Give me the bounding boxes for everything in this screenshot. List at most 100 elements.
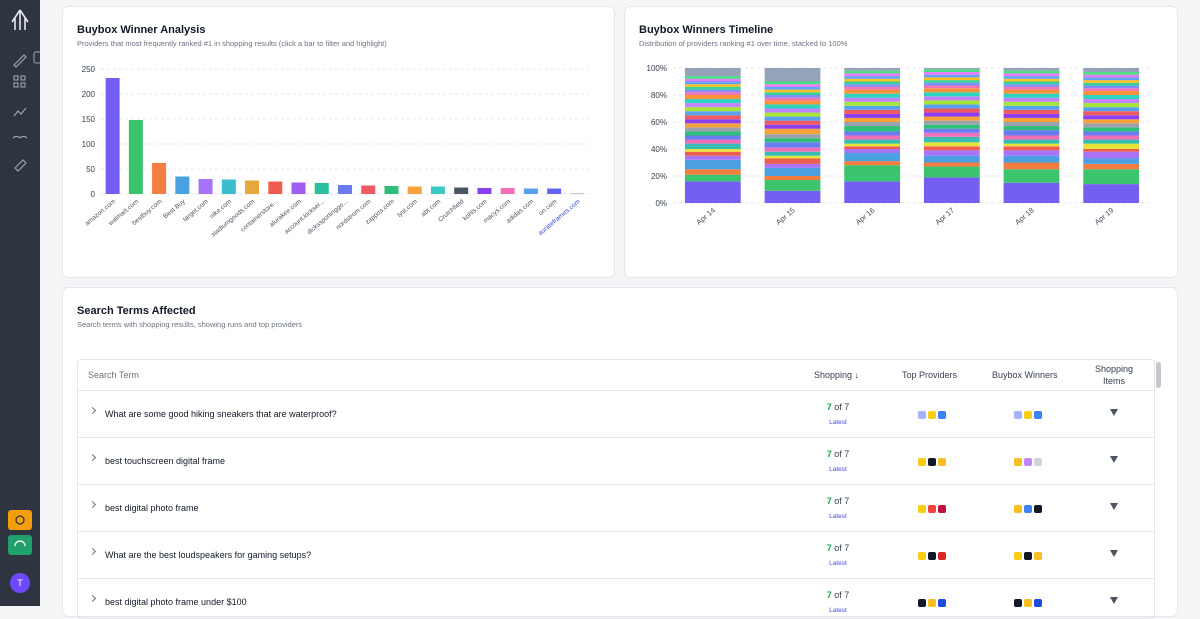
bar[interactable] <box>407 186 422 195</box>
scrollbar[interactable] <box>1156 362 1161 388</box>
column-header[interactable]: Shopping ↓ <box>814 370 860 380</box>
bar-segment <box>684 143 741 149</box>
filter-button[interactable] <box>1110 550 1118 557</box>
bar-segment <box>1003 150 1060 156</box>
bar-segment <box>684 89 741 93</box>
nav-dashboard[interactable] <box>13 75 26 88</box>
x-tick-label: stadiumgoods.com <box>210 198 256 238</box>
support-icon <box>14 540 26 547</box>
provider-icon <box>918 551 926 560</box>
bar-segment <box>764 116 821 121</box>
nav-trends[interactable] <box>13 107 27 117</box>
nav-tags[interactable] <box>14 159 27 172</box>
bar-segment <box>764 104 821 109</box>
bar-segment <box>764 142 821 148</box>
expand-chevron[interactable] <box>88 453 97 462</box>
bar-segment <box>1003 70 1060 74</box>
bar[interactable] <box>221 179 236 195</box>
expand-chevron[interactable] <box>88 500 97 509</box>
bar-segment <box>1003 139 1060 144</box>
filter-button[interactable] <box>1110 456 1118 463</box>
bar[interactable] <box>547 188 562 195</box>
bar-segment <box>844 70 901 74</box>
bar-segment <box>684 115 741 120</box>
provider-icon <box>928 551 936 560</box>
bar-segment <box>684 99 741 104</box>
bar-segment <box>1083 90 1140 95</box>
bar[interactable] <box>152 163 167 194</box>
bar-segment <box>1003 81 1060 85</box>
provider-icon <box>918 504 926 513</box>
bar[interactable] <box>314 183 329 194</box>
bar[interactable] <box>570 193 585 194</box>
run-total: of 7 <box>834 449 850 459</box>
bar[interactable] <box>454 187 469 195</box>
bar[interactable] <box>128 120 143 194</box>
nav-users[interactable] <box>12 135 28 139</box>
search-term: best digital photo frame <box>105 503 199 513</box>
bar-segment <box>1083 77 1140 81</box>
bar-segment <box>923 96 980 101</box>
avatar[interactable] <box>10 573 30 593</box>
bar-segment <box>1003 109 1060 114</box>
bar-segment <box>923 77 980 81</box>
provider-icon <box>1034 410 1042 419</box>
bar-segment <box>684 86 741 90</box>
bar[interactable] <box>268 181 283 195</box>
bar-segment <box>923 136 980 143</box>
bar-segment <box>844 113 901 118</box>
bar[interactable] <box>500 188 515 194</box>
top-providers <box>902 409 962 419</box>
bar[interactable] <box>105 78 120 194</box>
collapse-toggle[interactable] <box>33 51 46 64</box>
bar[interactable] <box>361 185 376 195</box>
bar-segment <box>1003 105 1060 110</box>
column-header: Buybox Winners <box>992 370 1058 380</box>
run-status: Latest <box>829 607 847 614</box>
bar-segment <box>844 78 901 82</box>
buybox-winners <box>998 503 1058 513</box>
provider-icon <box>928 598 936 607</box>
bar[interactable] <box>245 180 260 195</box>
expand-chevron[interactable] <box>88 547 97 556</box>
bar-segment <box>844 149 901 154</box>
run-status: Latest <box>829 560 847 567</box>
bar[interactable] <box>291 182 306 195</box>
provider-icon <box>1014 598 1022 607</box>
terms-card: Search Terms Affected Search terms with … <box>62 287 1178 619</box>
x-tick-label: dickssportinggo... <box>306 198 349 236</box>
provider-icon <box>938 551 946 560</box>
bug-button[interactable] <box>8 510 32 530</box>
bar-segment <box>764 81 821 85</box>
filter-button[interactable] <box>1110 503 1118 510</box>
bar-segment <box>844 105 901 110</box>
bar-segment <box>923 146 980 151</box>
filter-button[interactable] <box>1110 597 1118 604</box>
expand-chevron[interactable] <box>88 406 97 415</box>
bar-segment <box>1083 82 1140 86</box>
bar[interactable] <box>338 185 352 194</box>
bar[interactable] <box>198 179 213 194</box>
support-button[interactable] <box>8 535 32 555</box>
bar-segment <box>844 81 901 85</box>
bar[interactable] <box>175 176 190 195</box>
bar-segment <box>1003 84 1060 87</box>
bar-segment <box>764 176 821 181</box>
nav-launch[interactable] <box>13 54 27 68</box>
expand-chevron[interactable] <box>88 594 97 603</box>
terms-table: Search Term Shopping ↓ Top Providers Buy… <box>77 359 1155 619</box>
bar[interactable] <box>523 188 538 195</box>
bar-segment <box>684 139 741 144</box>
bar[interactable] <box>477 188 492 194</box>
bar[interactable] <box>430 186 445 195</box>
filter-button[interactable] <box>1110 409 1118 416</box>
run-total: of 7 <box>834 543 850 553</box>
bar[interactable] <box>384 186 399 194</box>
stacked-chart: 0% 20% 40% 60% 80% 100% Apr 14 Apr 15 Apr 16 Apr … <box>647 64 1151 227</box>
column-header[interactable]: Search Term <box>88 370 139 380</box>
x-tick-label: Apr 18 <box>1013 206 1036 227</box>
bar-segment <box>764 95 821 98</box>
bar-segment <box>844 181 901 203</box>
bar-segment <box>844 126 901 132</box>
